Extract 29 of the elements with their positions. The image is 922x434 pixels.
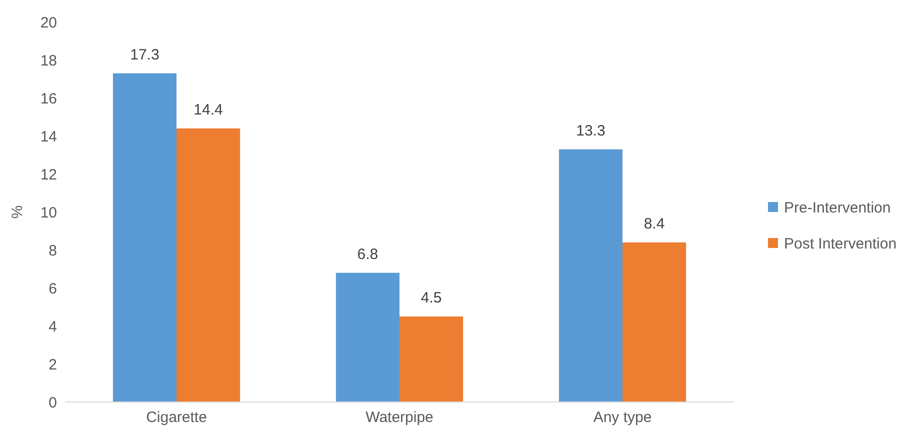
bar: [336, 272, 400, 402]
y-tick-label: 18: [40, 52, 57, 70]
y-tick-label: 8: [48, 242, 57, 260]
y-axis-title: %: [9, 205, 26, 219]
data-label: 14.4: [194, 101, 223, 118]
bar: [112, 73, 176, 402]
y-tick-label: 4: [48, 318, 57, 336]
y-tick-label: 16: [40, 90, 57, 108]
y-tick-label: 2: [48, 356, 57, 374]
data-label: 8.4: [644, 215, 665, 232]
y-tick-label: 20: [40, 14, 57, 32]
bar: [558, 149, 622, 402]
legend-label: Pre-Intervention: [784, 199, 891, 216]
legend-label: Post Intervention: [784, 235, 897, 252]
y-tick-label: 14: [40, 128, 57, 146]
bar: [176, 128, 240, 402]
y-tick-label: 10: [40, 204, 57, 222]
data-label: 4.5: [420, 290, 442, 306]
y-tick-label: 0: [48, 394, 57, 412]
x-tick-label: Any type: [593, 409, 652, 426]
x-tick-label: Cigarette: [146, 409, 207, 426]
y-tick-label: 6: [48, 280, 57, 298]
x-tick-label: Waterpipe: [366, 409, 434, 426]
y-tick-label: 12: [40, 166, 57, 184]
data-label: 13.3: [576, 122, 606, 140]
bar: [400, 316, 464, 402]
bar: [622, 242, 686, 402]
data-label: 17.3: [130, 46, 160, 64]
data-label: 6.8: [357, 246, 378, 263]
